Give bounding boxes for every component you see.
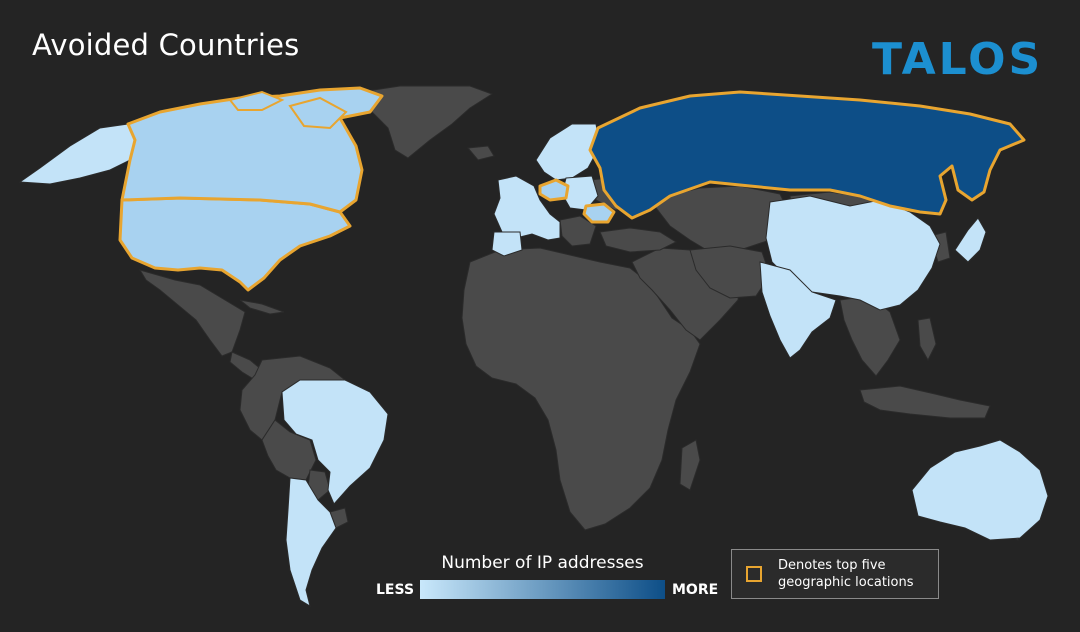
country-madagascar bbox=[679, 439, 701, 491]
legend-more-label: MORE bbox=[672, 582, 719, 598]
region-balkans bbox=[559, 215, 597, 247]
country-brazil bbox=[281, 379, 389, 505]
country-cuba bbox=[239, 299, 285, 315]
islands-arctic bbox=[228, 90, 348, 130]
country-india bbox=[759, 261, 837, 359]
region-turkey bbox=[599, 227, 678, 253]
country-australia bbox=[911, 439, 1049, 541]
region-iberia bbox=[491, 231, 523, 257]
legend-title: Number of IP addresses bbox=[441, 553, 644, 573]
country-philippines bbox=[917, 317, 937, 362]
land-low bbox=[18, 123, 1049, 608]
region-indonesia bbox=[859, 385, 991, 419]
land-default bbox=[138, 85, 1026, 541]
country-japan bbox=[954, 217, 987, 263]
region-iran-afghanistan bbox=[689, 245, 771, 299]
legend-gradient-bar bbox=[420, 580, 665, 599]
top-five-note-text: Denotes top five geographic locations bbox=[778, 558, 914, 590]
country-iceland bbox=[467, 145, 495, 161]
land-high-highlight bbox=[588, 90, 1026, 220]
continent-africa bbox=[461, 247, 701, 531]
country-alaska bbox=[18, 123, 136, 185]
country-greenland bbox=[359, 85, 494, 159]
island-arctic-archipelago bbox=[228, 90, 285, 111]
country-mexico bbox=[138, 269, 246, 357]
country-romania bbox=[582, 202, 616, 224]
legend-less-label: LESS bbox=[376, 582, 415, 598]
highlight-swatch bbox=[746, 566, 762, 582]
island-baffin bbox=[288, 96, 348, 130]
country-argentina bbox=[285, 477, 337, 608]
map-title: Avoided Countries bbox=[32, 28, 300, 62]
talos-logo: TALOS bbox=[872, 34, 1044, 85]
region-western-europe bbox=[493, 175, 561, 241]
country-czech-republic bbox=[538, 178, 570, 202]
country-russia bbox=[588, 90, 1026, 220]
top-five-note: Denotes top five geographic locations bbox=[731, 549, 939, 599]
region-southeast-asia bbox=[839, 295, 901, 377]
